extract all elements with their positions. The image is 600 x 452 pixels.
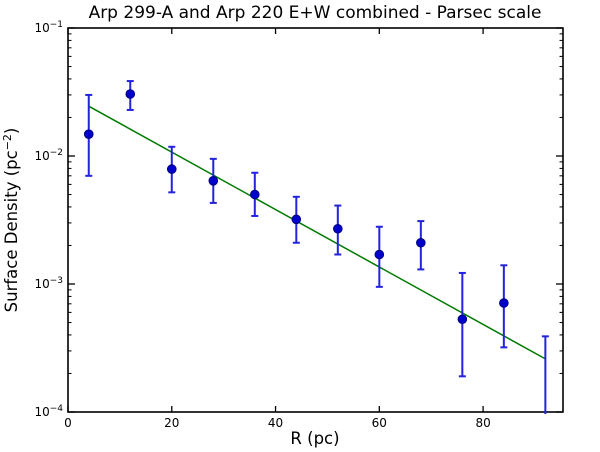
data-point: [416, 237, 426, 248]
y-axis-label: Surface Density (pc−2): [1, 128, 21, 313]
x-tick-label: 0: [64, 416, 72, 430]
data-point: [125, 89, 136, 99]
data-point: [249, 189, 260, 200]
data-point: [83, 129, 94, 140]
x-tick-label: 80: [475, 416, 490, 430]
data-point: [291, 214, 302, 225]
y-axis-label-post: ): [2, 128, 21, 134]
y-tick-label: 10−4: [34, 404, 63, 419]
x-tick-label: 20: [164, 416, 179, 430]
data-point: [457, 314, 468, 325]
data-point: [499, 298, 509, 308]
y-tick-label: 10−2: [34, 148, 63, 163]
data-point: [541, 428, 550, 437]
y-tick-label: 10−3: [34, 276, 63, 291]
x-axis-label: R (pc): [290, 429, 339, 448]
y-tick-label: 10−1: [34, 20, 63, 35]
data-point: [333, 223, 343, 234]
x-tick-label: 40: [268, 416, 283, 430]
y-axis-label-pre: Surface Density (pc: [2, 150, 21, 312]
axes-frame: [67, 27, 564, 413]
y-axis-label-sup: −2: [1, 134, 14, 150]
data-point: [374, 249, 385, 260]
data-point: [208, 176, 219, 186]
data-point: [166, 164, 177, 174]
fit-line: [88, 105, 546, 360]
data-layer: [83, 80, 550, 437]
x-tick-label: 60: [372, 416, 387, 430]
chart-title: Arp 299-A and Arp 220 E+W combined - Par…: [88, 3, 542, 23]
